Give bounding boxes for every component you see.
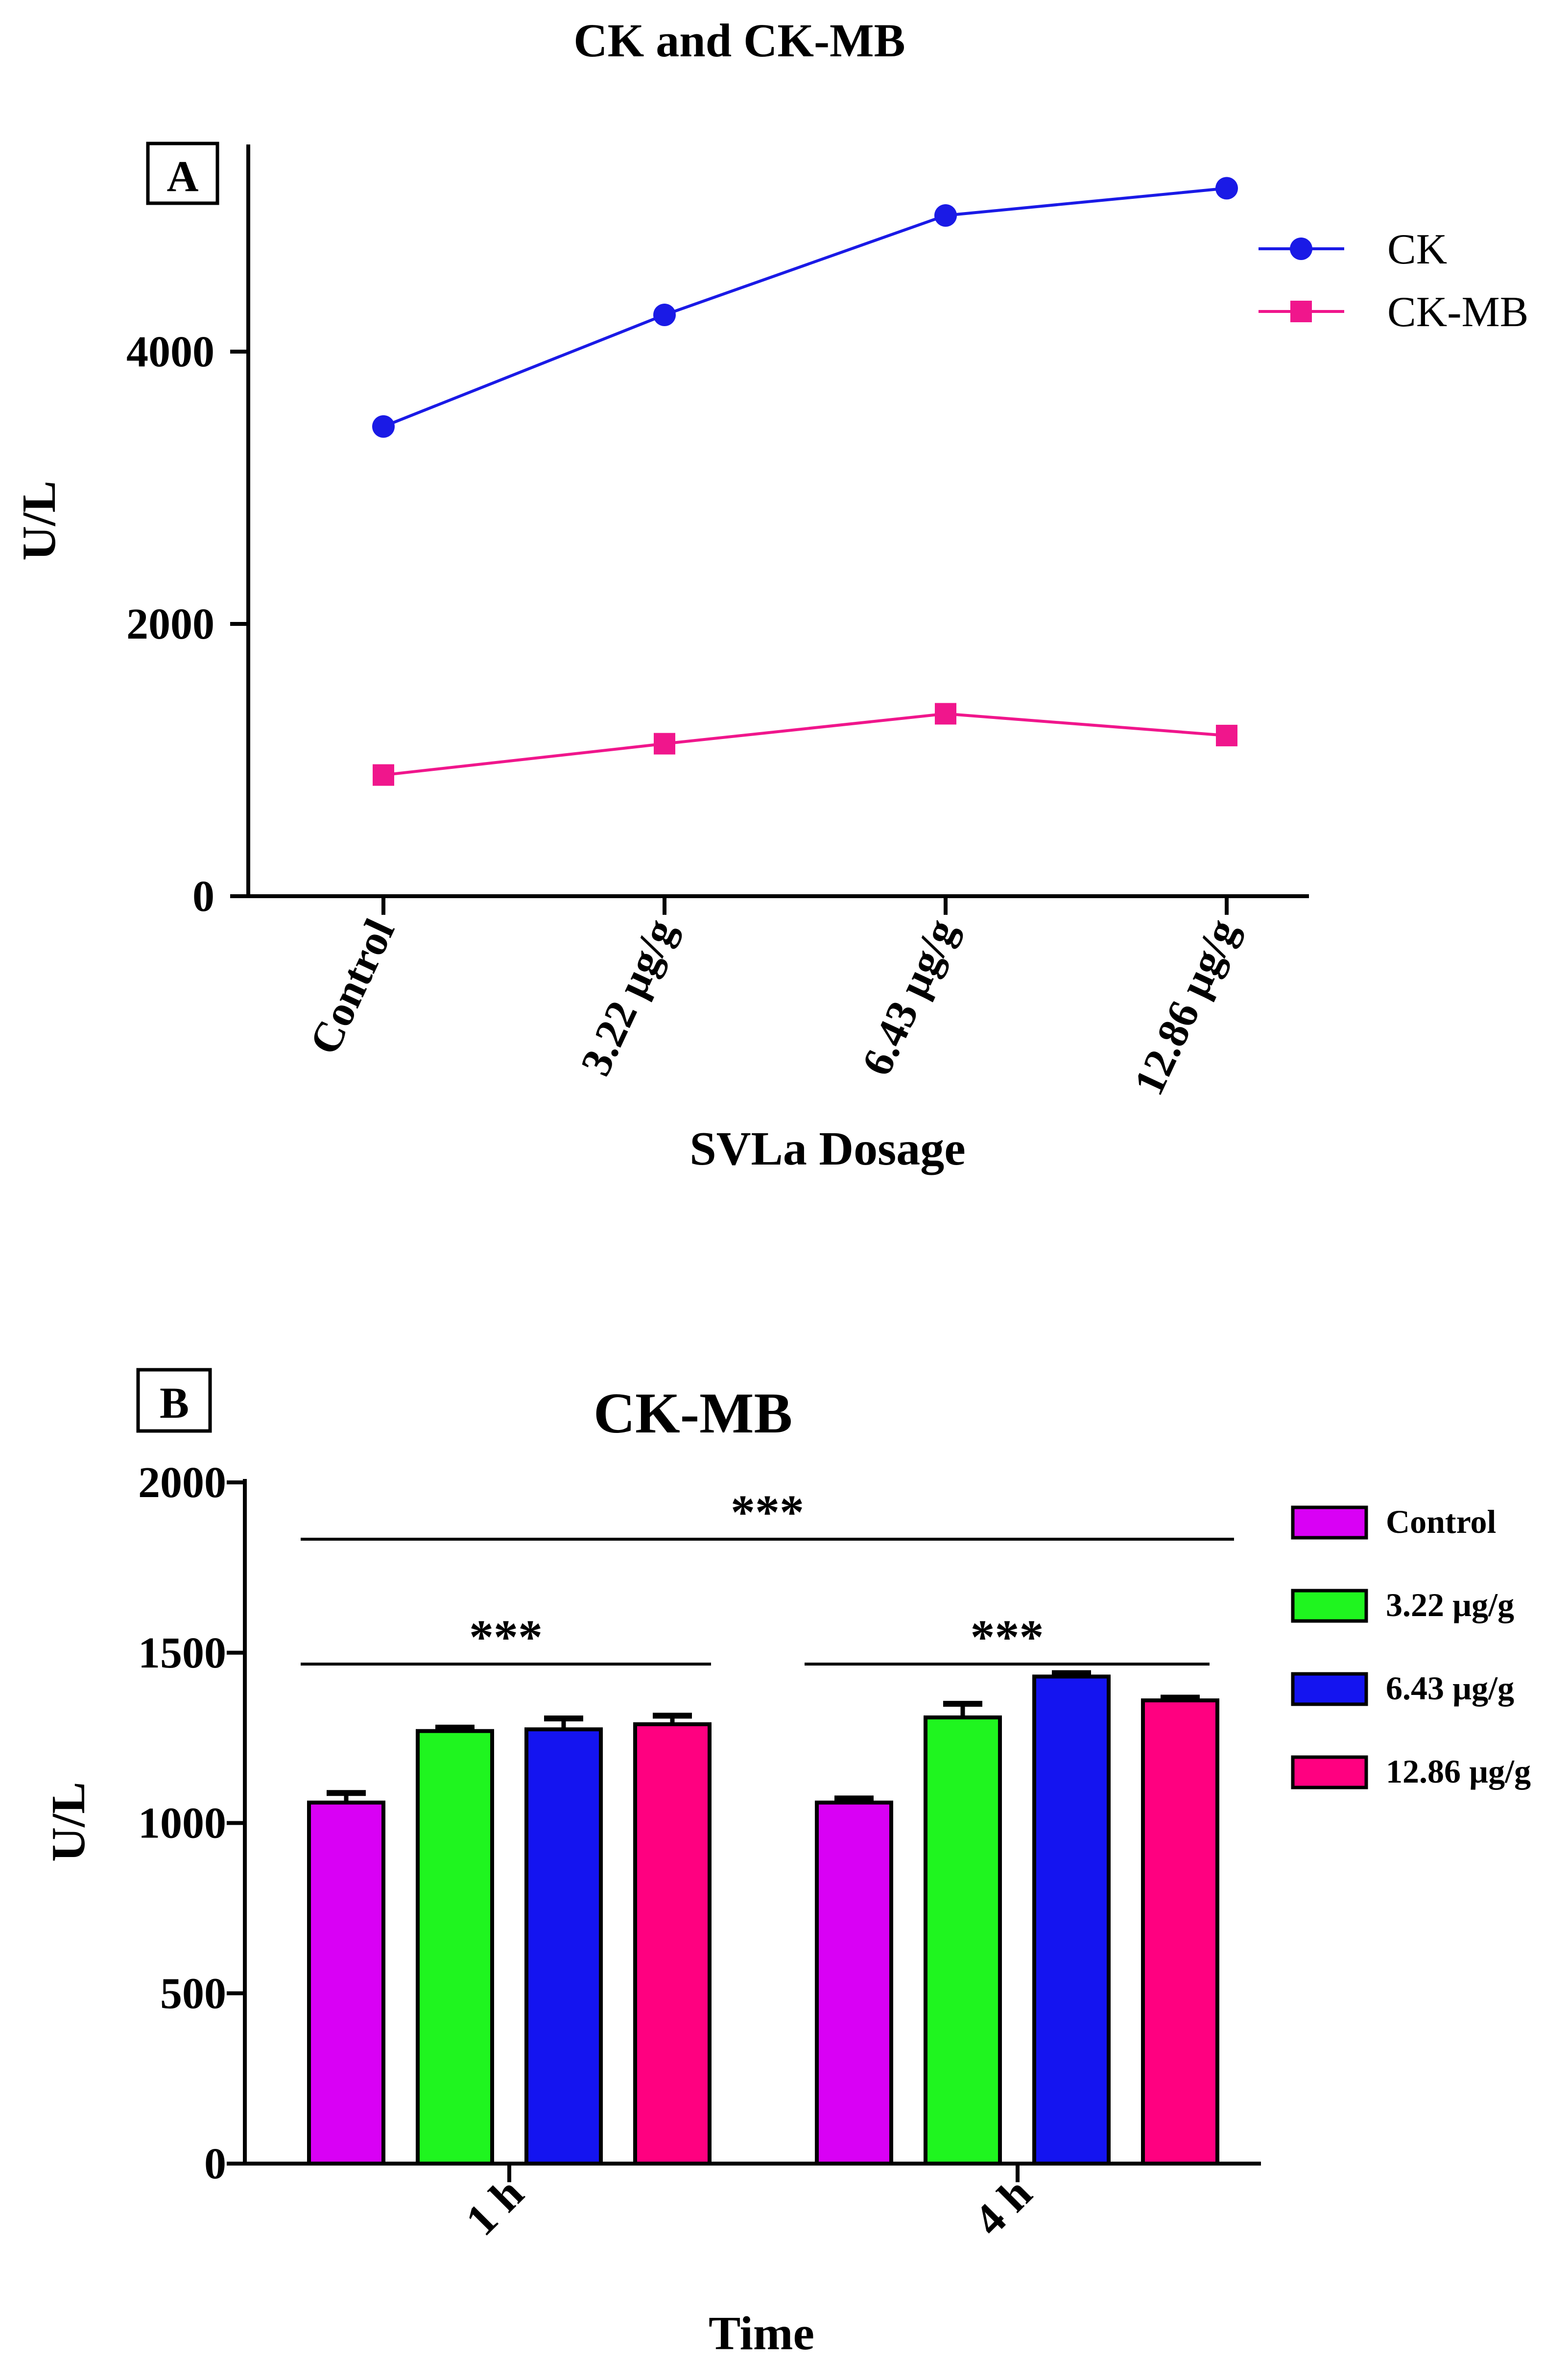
legend-marker <box>1290 238 1312 260</box>
bar <box>416 1729 494 2166</box>
data-point <box>372 415 395 438</box>
x-tick-label: 4 h <box>964 2168 1041 2245</box>
panel-a-label: A <box>167 152 199 201</box>
panel-a-x-axis-label: SVLa Dosage <box>689 1122 966 1175</box>
y-tick-label: 500 <box>160 1969 226 2018</box>
bar <box>633 1722 712 2166</box>
bar <box>815 1800 893 2166</box>
bar <box>1032 1674 1111 2166</box>
legend-label: CK <box>1387 226 1447 273</box>
y-tick-label: 0 <box>192 872 214 921</box>
panel-a: CK and CK-MB A 0 2000 4000 Control 3.22 µg/… <box>13 14 1529 1175</box>
panel-a-y-axis-label: U/L <box>13 480 66 560</box>
legend-swatch <box>1291 1505 1368 1540</box>
legend-label: CK-MB <box>1387 288 1529 336</box>
panel-b: B CK-MB 0 500 1000 1500 2000 1 h 4 h *** *** **… <box>42 1368 1531 2359</box>
x-tick-label: Control <box>301 912 404 1061</box>
legend-swatch <box>1291 1589 1368 1623</box>
x-tick-label: 1 h <box>456 2168 533 2245</box>
panel-b-y-axis-label: U/L <box>42 1782 95 1861</box>
significance-label: *** <box>971 1610 1044 1664</box>
panel-b-label: B <box>160 1379 189 1428</box>
legend-swatch <box>1291 1755 1368 1789</box>
panel-b-label-box <box>136 1368 212 1433</box>
legend-swatch <box>1291 1672 1368 1706</box>
bar <box>1141 1698 1219 2166</box>
significance-label: *** <box>731 1485 804 1539</box>
legend-marker <box>1290 301 1312 322</box>
y-tick-label: 2000 <box>126 600 214 648</box>
significance-label: *** <box>469 1610 543 1664</box>
data-point <box>373 764 394 786</box>
panel-b-x-axis-label: Time <box>709 2307 814 2359</box>
y-tick-label: 2000 <box>138 1458 226 1507</box>
series-line-ck <box>382 187 1227 428</box>
figure-title: CK and CK-MB <box>573 14 905 67</box>
y-tick-label: 0 <box>204 2140 226 2188</box>
legend-label: 6.43 µg/g <box>1386 1669 1514 1707</box>
x-tick-label: 12.86 µg/g <box>1125 912 1247 1102</box>
data-point <box>1216 724 1237 746</box>
bar <box>924 1715 1002 2166</box>
x-tick-label: 6.43 µg/g <box>853 912 966 1082</box>
data-point <box>934 204 957 227</box>
panel-a-label-box <box>146 142 219 205</box>
legend-label: Control <box>1386 1503 1496 1540</box>
y-tick-label: 1000 <box>138 1799 226 1848</box>
x-tick-label: 3.22 µg/g <box>572 912 685 1082</box>
legend-label: 12.86 µg/g <box>1386 1753 1531 1790</box>
panel-b-title: CK-MB <box>594 1381 792 1445</box>
y-tick-label: 4000 <box>126 328 214 376</box>
bar <box>307 1800 385 2166</box>
data-point <box>935 703 956 725</box>
y-tick-label: 1500 <box>138 1629 226 1677</box>
data-point <box>1215 177 1238 200</box>
legend-label: 3.22 µg/g <box>1386 1586 1514 1623</box>
series-line-ck-mb <box>383 712 1227 777</box>
bar <box>524 1727 603 2166</box>
data-point <box>654 733 675 755</box>
data-point <box>653 303 676 326</box>
